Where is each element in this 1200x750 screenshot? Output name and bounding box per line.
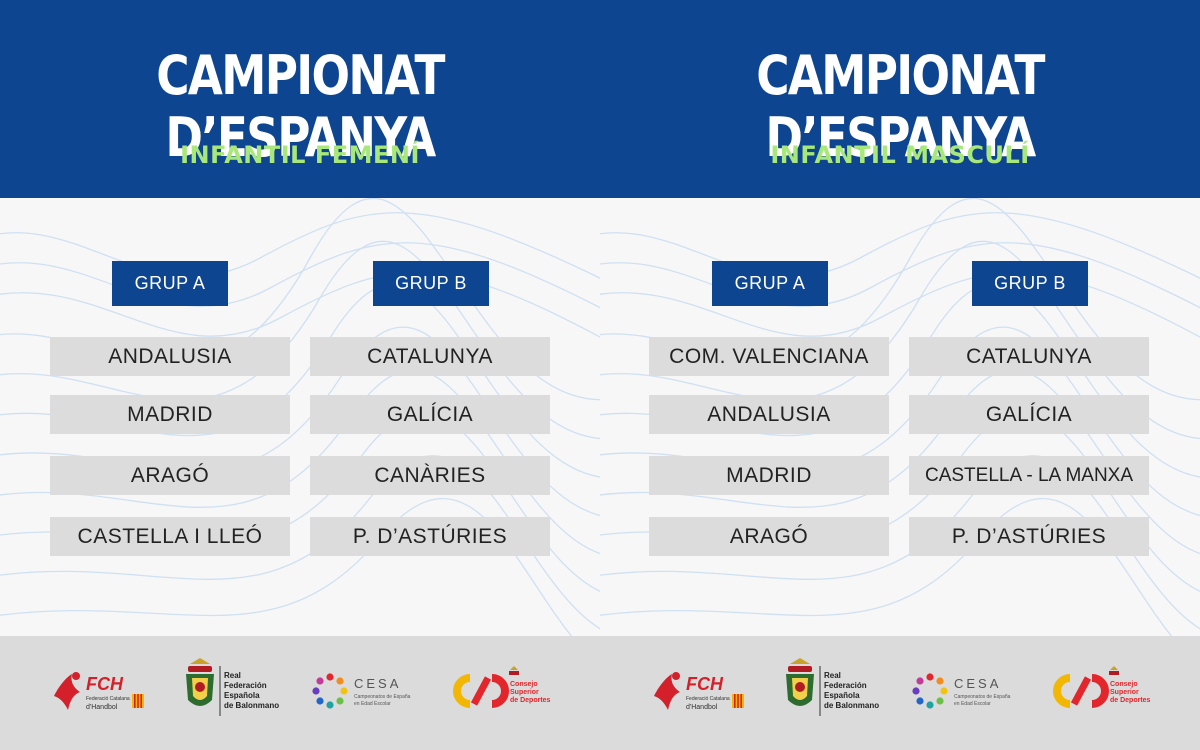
category-subtitle: INFANTIL MASCULÍ [770, 141, 1030, 169]
team-cell: P. D’ASTÚRIES [909, 517, 1149, 556]
fch-line2: d'Handbol [86, 704, 118, 711]
team-cell: CATALUNYA [909, 337, 1149, 376]
csd-line1: Consejo [1110, 681, 1138, 688]
cesa-abbr: CESA [954, 676, 1001, 691]
csd-line3: de Deportes [510, 697, 551, 704]
team-cell: COM. VALENCIANA [649, 337, 889, 376]
csd-logo-icon: Consejo Superior de Deportes [453, 666, 551, 708]
csd-logo-icon: Consejo Superior de Deportes [1053, 666, 1151, 708]
rfebm-line4: de Balonmano [224, 701, 279, 710]
fch-line1: Federació Catalana [86, 696, 130, 702]
csd-line2: Superior [510, 689, 539, 696]
team-cell: P. D’ASTÚRIES [310, 517, 550, 556]
fch-line2: d'Handbol [686, 704, 718, 711]
team-cell: MADRID [50, 395, 290, 434]
rfebm-line2: Federación [224, 681, 267, 690]
group-a-label: GRUP A [112, 261, 228, 306]
cesa-abbr: CESA [354, 676, 401, 691]
team-cell: CANÀRIES [310, 456, 550, 495]
rfebm-line2: Federación [824, 681, 867, 690]
rfebm-line3: Española [824, 691, 860, 700]
header: CAMPIONAT D’ESPANYA INFANTIL FEMENÍ [0, 0, 600, 198]
fch-line1: Federació Catalana [686, 696, 730, 702]
cesa-ring-logo-icon: CESA Campeonatos de España en Edad Escol… [312, 673, 411, 709]
team-cell: GALÍCIA [909, 395, 1149, 434]
csd-line2: Superior [1110, 689, 1139, 696]
team-cell: ANDALUSIA [50, 337, 290, 376]
panel-infantil-masculi: CAMPIONAT D’ESPANYA INFANTIL MASCULÍ GRU… [600, 0, 1200, 750]
csd-line3: de Deportes [1110, 697, 1151, 704]
team-cell: CATALUNYA [310, 337, 550, 376]
fch-logo-icon: FCH Federació Catalana d'Handbol [54, 672, 144, 711]
header: CAMPIONAT D’ESPANYA INFANTIL MASCULÍ [600, 0, 1200, 198]
rfebm-crest-logo-icon: Real Federación Española de Balonmano [786, 658, 879, 716]
group-b-label: GRUP B [972, 261, 1088, 306]
team-cell: CASTELLA - LA MANXA [909, 456, 1149, 495]
rfebm-line4: de Balonmano [824, 701, 879, 710]
rfebm-line3: Española [224, 691, 260, 700]
cesa-line2: en Edad Escolar [954, 701, 991, 707]
page-title: CAMPIONAT D’ESPANYA [156, 44, 445, 169]
sponsor-footer: FCH Federació Catalana d'Handbol Real Fe… [600, 636, 1200, 750]
team-cell: ARAGÓ [649, 517, 889, 556]
cesa-line1: Campeonatos de España [954, 694, 1011, 700]
csd-line1: Consejo [510, 681, 538, 688]
team-cell: ARAGÓ [50, 456, 290, 495]
team-cell: GALÍCIA [310, 395, 550, 434]
cesa-line2: en Edad Escolar [354, 701, 391, 707]
page-title: CAMPIONAT D’ESPANYA [756, 44, 1045, 169]
sponsor-footer: FCH Federació Catalana d'Handbol Real Fe… [0, 636, 600, 750]
team-cell: CASTELLA I LLEÓ [50, 517, 290, 556]
rfebm-crest-logo-icon: Real Federación Española de Balonmano [186, 658, 279, 716]
rfebm-line1: Real [824, 671, 841, 680]
fch-logo-icon: FCH Federació Catalana d'Handbol [654, 672, 744, 711]
team-cell: MADRID [649, 456, 889, 495]
rfebm-line1: Real [224, 671, 241, 680]
cesa-line1: Campeonatos de España [354, 694, 411, 700]
panel-infantil-femeni: CAMPIONAT D’ESPANYA INFANTIL FEMENÍ GRUP… [0, 0, 600, 750]
category-subtitle: INFANTIL FEMENÍ [180, 141, 420, 169]
fch-abbr: FCH [686, 674, 724, 694]
group-a-label: GRUP A [712, 261, 828, 306]
team-cell: ANDALUSIA [649, 395, 889, 434]
group-b-label: GRUP B [373, 261, 489, 306]
cesa-ring-logo-icon: CESA Campeonatos de España en Edad Escol… [912, 673, 1011, 709]
fch-abbr: FCH [86, 674, 124, 694]
